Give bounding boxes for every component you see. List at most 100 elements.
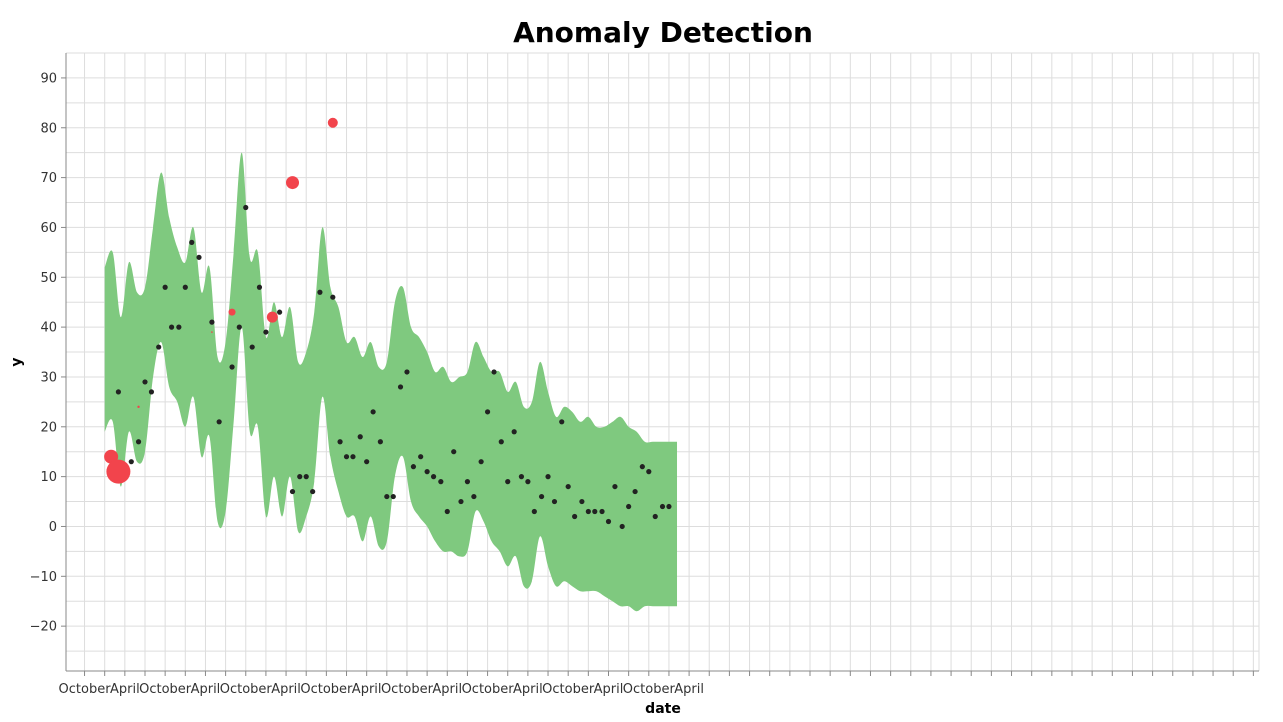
normal-point: [370, 409, 376, 415]
y-tick-label: 10: [40, 470, 57, 485]
normal-point: [424, 469, 430, 475]
normal-point: [364, 459, 370, 465]
normal-point: [639, 464, 645, 470]
normal-point: [397, 384, 404, 390]
anomaly-point: [211, 331, 213, 333]
normal-point: [498, 439, 504, 445]
normal-point: [390, 493, 396, 500]
normal-point: [491, 369, 497, 375]
normal-point: [243, 204, 249, 211]
normal-point: [343, 454, 350, 460]
chart-title: Anomaly Detection: [513, 16, 813, 49]
normal-point: [303, 474, 309, 480]
data-points: [104, 117, 672, 530]
y-tick-label: 20: [40, 420, 57, 435]
normal-point: [148, 389, 155, 395]
y-tick-label: 90: [40, 71, 57, 86]
y-tick-label: −20: [30, 620, 57, 635]
normal-point: [538, 493, 545, 500]
normal-point: [652, 513, 658, 520]
x-tick-label: April: [432, 682, 462, 697]
normal-point: [357, 434, 363, 440]
anomaly-point: [286, 176, 300, 190]
normal-point: [471, 493, 477, 500]
normal-point: [128, 459, 134, 465]
normal-point: [505, 479, 511, 485]
normal-point: [115, 389, 121, 395]
normal-point: [511, 429, 517, 435]
normal-point: [189, 239, 195, 245]
anomaly-point: [266, 311, 278, 323]
normal-point: [632, 488, 638, 495]
normal-point: [263, 329, 269, 335]
normal-point: [531, 508, 537, 515]
normal-point: [579, 498, 585, 505]
normal-point: [484, 409, 491, 415]
normal-point: [410, 464, 417, 470]
x-tick-label: April: [271, 682, 301, 697]
x-tick-label: April: [352, 682, 382, 697]
normal-point: [377, 439, 383, 445]
y-tick-label: 50: [40, 271, 57, 286]
anomaly-point: [137, 405, 140, 409]
normal-point: [176, 324, 182, 330]
y-tick-label: 60: [40, 221, 57, 236]
x-tick-label: October: [59, 682, 112, 697]
x-tick-label: October: [139, 682, 192, 697]
normal-point: [168, 324, 175, 330]
normal-point: [350, 454, 356, 460]
normal-point: [666, 503, 672, 510]
normal-point: [565, 483, 571, 490]
normal-point: [458, 498, 464, 505]
normal-point: [605, 518, 612, 525]
x-axis-title: date: [645, 701, 681, 717]
normal-point: [464, 479, 471, 485]
normal-point: [310, 488, 316, 495]
normal-point: [216, 419, 222, 425]
normal-point: [619, 523, 625, 530]
normal-point: [451, 449, 457, 455]
normal-point: [317, 289, 323, 295]
y-tick-label: 0: [49, 520, 57, 535]
anomaly-point: [228, 308, 236, 316]
normal-point: [182, 284, 188, 290]
normal-point: [330, 294, 336, 300]
prediction-interval-band: [104, 152, 678, 612]
normal-point: [612, 483, 618, 490]
y-tick-label: 30: [40, 370, 57, 385]
x-tick-label: October: [381, 682, 434, 697]
anomaly-point: [104, 449, 119, 464]
normal-point: [249, 344, 255, 350]
anomaly-point: [327, 117, 338, 128]
normal-point: [545, 474, 551, 480]
normal-point: [585, 508, 591, 515]
y-tick-label: 80: [40, 121, 57, 136]
x-tick-label: October: [300, 682, 353, 697]
normal-point: [162, 284, 168, 290]
normal-point: [572, 513, 578, 520]
normal-point: [430, 474, 437, 480]
normal-point: [659, 503, 666, 510]
y-axis-title: y: [9, 357, 25, 366]
x-tick-label: April: [513, 682, 543, 697]
x-tick-label: April: [191, 682, 221, 697]
x-tick-label: October: [220, 682, 273, 697]
normal-point: [135, 439, 142, 445]
normal-point: [525, 479, 531, 485]
normal-point: [478, 459, 484, 465]
normal-point: [236, 324, 242, 330]
normal-point: [444, 508, 450, 515]
normal-point: [277, 309, 283, 315]
normal-point: [289, 488, 296, 495]
normal-point: [438, 479, 444, 485]
x-tick-label: April: [594, 682, 624, 697]
y-tick-label: 70: [40, 171, 57, 186]
normal-point: [384, 493, 390, 500]
normal-point: [551, 498, 558, 505]
x-tick-label: October: [462, 682, 515, 697]
normal-point: [626, 503, 632, 510]
normal-point: [209, 319, 215, 325]
normal-point: [156, 344, 162, 350]
